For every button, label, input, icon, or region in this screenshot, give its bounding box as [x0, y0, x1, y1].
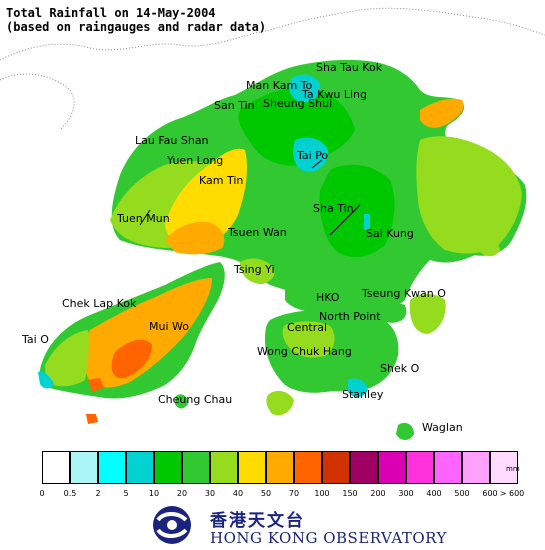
coastline-west: [0, 73, 75, 131]
label-chek-lap-kok: Chek Lap Kok: [62, 297, 137, 310]
legend-unit: mm: [506, 465, 520, 473]
label-kam-tin: Kam Tin: [199, 174, 243, 187]
cheung-chau-island: [175, 394, 188, 409]
rain-zone-5-stanley: [348, 378, 368, 398]
legend-swatch: [350, 451, 378, 484]
tai-po-leader-line: [311, 159, 323, 169]
rain-zone-5-sai-kung: [364, 214, 370, 230]
rain-zone-20: [238, 87, 355, 166]
rain-zone-50-northeast: [420, 98, 464, 128]
legend-swatch: [98, 451, 126, 484]
legend-tick-label: 200: [370, 489, 386, 498]
legend-tick-label: 70: [288, 489, 300, 498]
label-ta-kwu-ling: Ta Kwu Ling: [301, 88, 367, 101]
legend-tick-label: 600: [482, 489, 498, 498]
legend-swatch: [434, 451, 462, 484]
label-shek-o: Shek O: [380, 362, 420, 375]
label-sheung-shui: Sheung Shui: [263, 97, 332, 110]
label-man-kam-to: Man Kam To: [246, 79, 313, 92]
legend-swatch: [378, 451, 406, 484]
legend-swatch: [294, 451, 322, 484]
legend-swatch: [182, 451, 210, 484]
label-stanley: Stanley: [342, 388, 384, 401]
label-wong-chuk-hang: Wong Chuk Hang: [257, 345, 352, 358]
label-north-point: North Point: [319, 310, 381, 323]
rain-zone-20b: [319, 164, 395, 258]
legend-tick-label: 30: [204, 489, 216, 498]
map-title: Total Rainfall on 14-May-2004 (based on …: [6, 6, 266, 34]
lamma-island: [266, 390, 294, 416]
title-line-1: Total Rainfall on 14-May-2004: [6, 6, 216, 20]
legend-swatch: [210, 451, 238, 484]
legend-swatch: [322, 451, 350, 484]
legend-tick-label: > 600: [499, 489, 525, 498]
legend-tick-label: 20: [176, 489, 188, 498]
east-island-1: [409, 294, 446, 334]
legend-swatch: [406, 451, 434, 484]
tuen-mun-leader-line: [139, 209, 151, 226]
legend-tick-label: 0.5: [63, 489, 77, 498]
tsing-yi-island: [240, 258, 275, 284]
legend-swatch: [490, 451, 518, 484]
title-line-2: (based on raingauges and radar data): [6, 20, 267, 34]
legend-tick-label: 40: [232, 489, 244, 498]
label-tsuen-wan: Tsuen Wan: [227, 226, 287, 239]
rain-zone-5-man-kam-to: [289, 74, 321, 103]
east-island-2: [396, 422, 414, 440]
label-tai-o: Tai O: [21, 333, 49, 346]
label-waglan: Waglan: [422, 421, 463, 434]
label-sha-tau-kok: Sha Tau Kok: [316, 61, 383, 74]
legend-tick-label: 5: [123, 489, 129, 498]
rain-zone-50-tuen-mun: [165, 221, 225, 255]
legend-tick-label: 500: [454, 489, 470, 498]
legend-swatch: [70, 451, 98, 484]
label-mui-wo: Mui Wo: [149, 320, 189, 333]
legend-swatch: [238, 451, 266, 484]
label-hko: HKO: [316, 291, 340, 304]
label-tseung-kwan-o: Tseung Kwan O: [361, 287, 446, 300]
legend-swatch: [462, 451, 490, 484]
rain-zone-5-tai-po: [293, 137, 329, 172]
legend-tick-label: 150: [342, 489, 358, 498]
label-central: Central: [287, 321, 327, 334]
label-san-tin: San Tin: [214, 99, 255, 112]
rain-zone-40-lantau: [45, 330, 89, 387]
label-lau-fau-shan: Lau Fau Shan: [135, 134, 209, 147]
hko-emblem-icon: [153, 506, 191, 544]
label-sai-kung: Sai Kung: [366, 227, 414, 240]
sha-tin-leader-line: [329, 204, 361, 236]
rain-zone-30-northeast: [416, 136, 522, 254]
label-cheung-chau: Cheung Chau: [158, 393, 232, 406]
east-island-3: [480, 238, 500, 257]
legend-swatch: [42, 451, 70, 484]
label-yuen-long: Yuen Long: [166, 154, 223, 167]
kowloon-land: [285, 287, 407, 323]
logo-english-name: HONG KONG OBSERVATORY: [210, 529, 447, 547]
legend-swatch: [154, 451, 182, 484]
legend-tick-label: 100: [314, 489, 330, 498]
legend-tick-label: 0: [39, 489, 45, 498]
label-sha-tin: Sha Tin: [313, 202, 354, 215]
label-tsing-yi: Tsing Yi: [233, 263, 275, 276]
legend-tick-label: 10: [148, 489, 160, 498]
legend-swatch: [126, 451, 154, 484]
islet-orange-2: [86, 414, 98, 424]
rain-zone-5-tai-o: [38, 371, 54, 389]
rain-zone-20-hk-island: [282, 321, 335, 358]
hko-logo: 香港天文台 HONG KONG OBSERVATORY: [148, 502, 545, 548]
rain-zone-40-yuen-long: [165, 148, 248, 248]
legend-tick-label: 50: [260, 489, 272, 498]
legend-swatch: [266, 451, 294, 484]
legend-tick-label: 400: [426, 489, 442, 498]
legend-tick-label: 2: [95, 489, 101, 498]
legend-tick-label: 300: [398, 489, 414, 498]
islet-orange-1: [88, 378, 104, 392]
logo-chinese-name: 香港天文台: [210, 511, 305, 531]
label-tuen-mun: Tuen Mun: [116, 212, 170, 225]
label-tai-po: Tai Po: [296, 149, 328, 162]
shenzhen-coastline: [0, 7, 545, 61]
rain-zone-70-lantau: [111, 339, 152, 379]
